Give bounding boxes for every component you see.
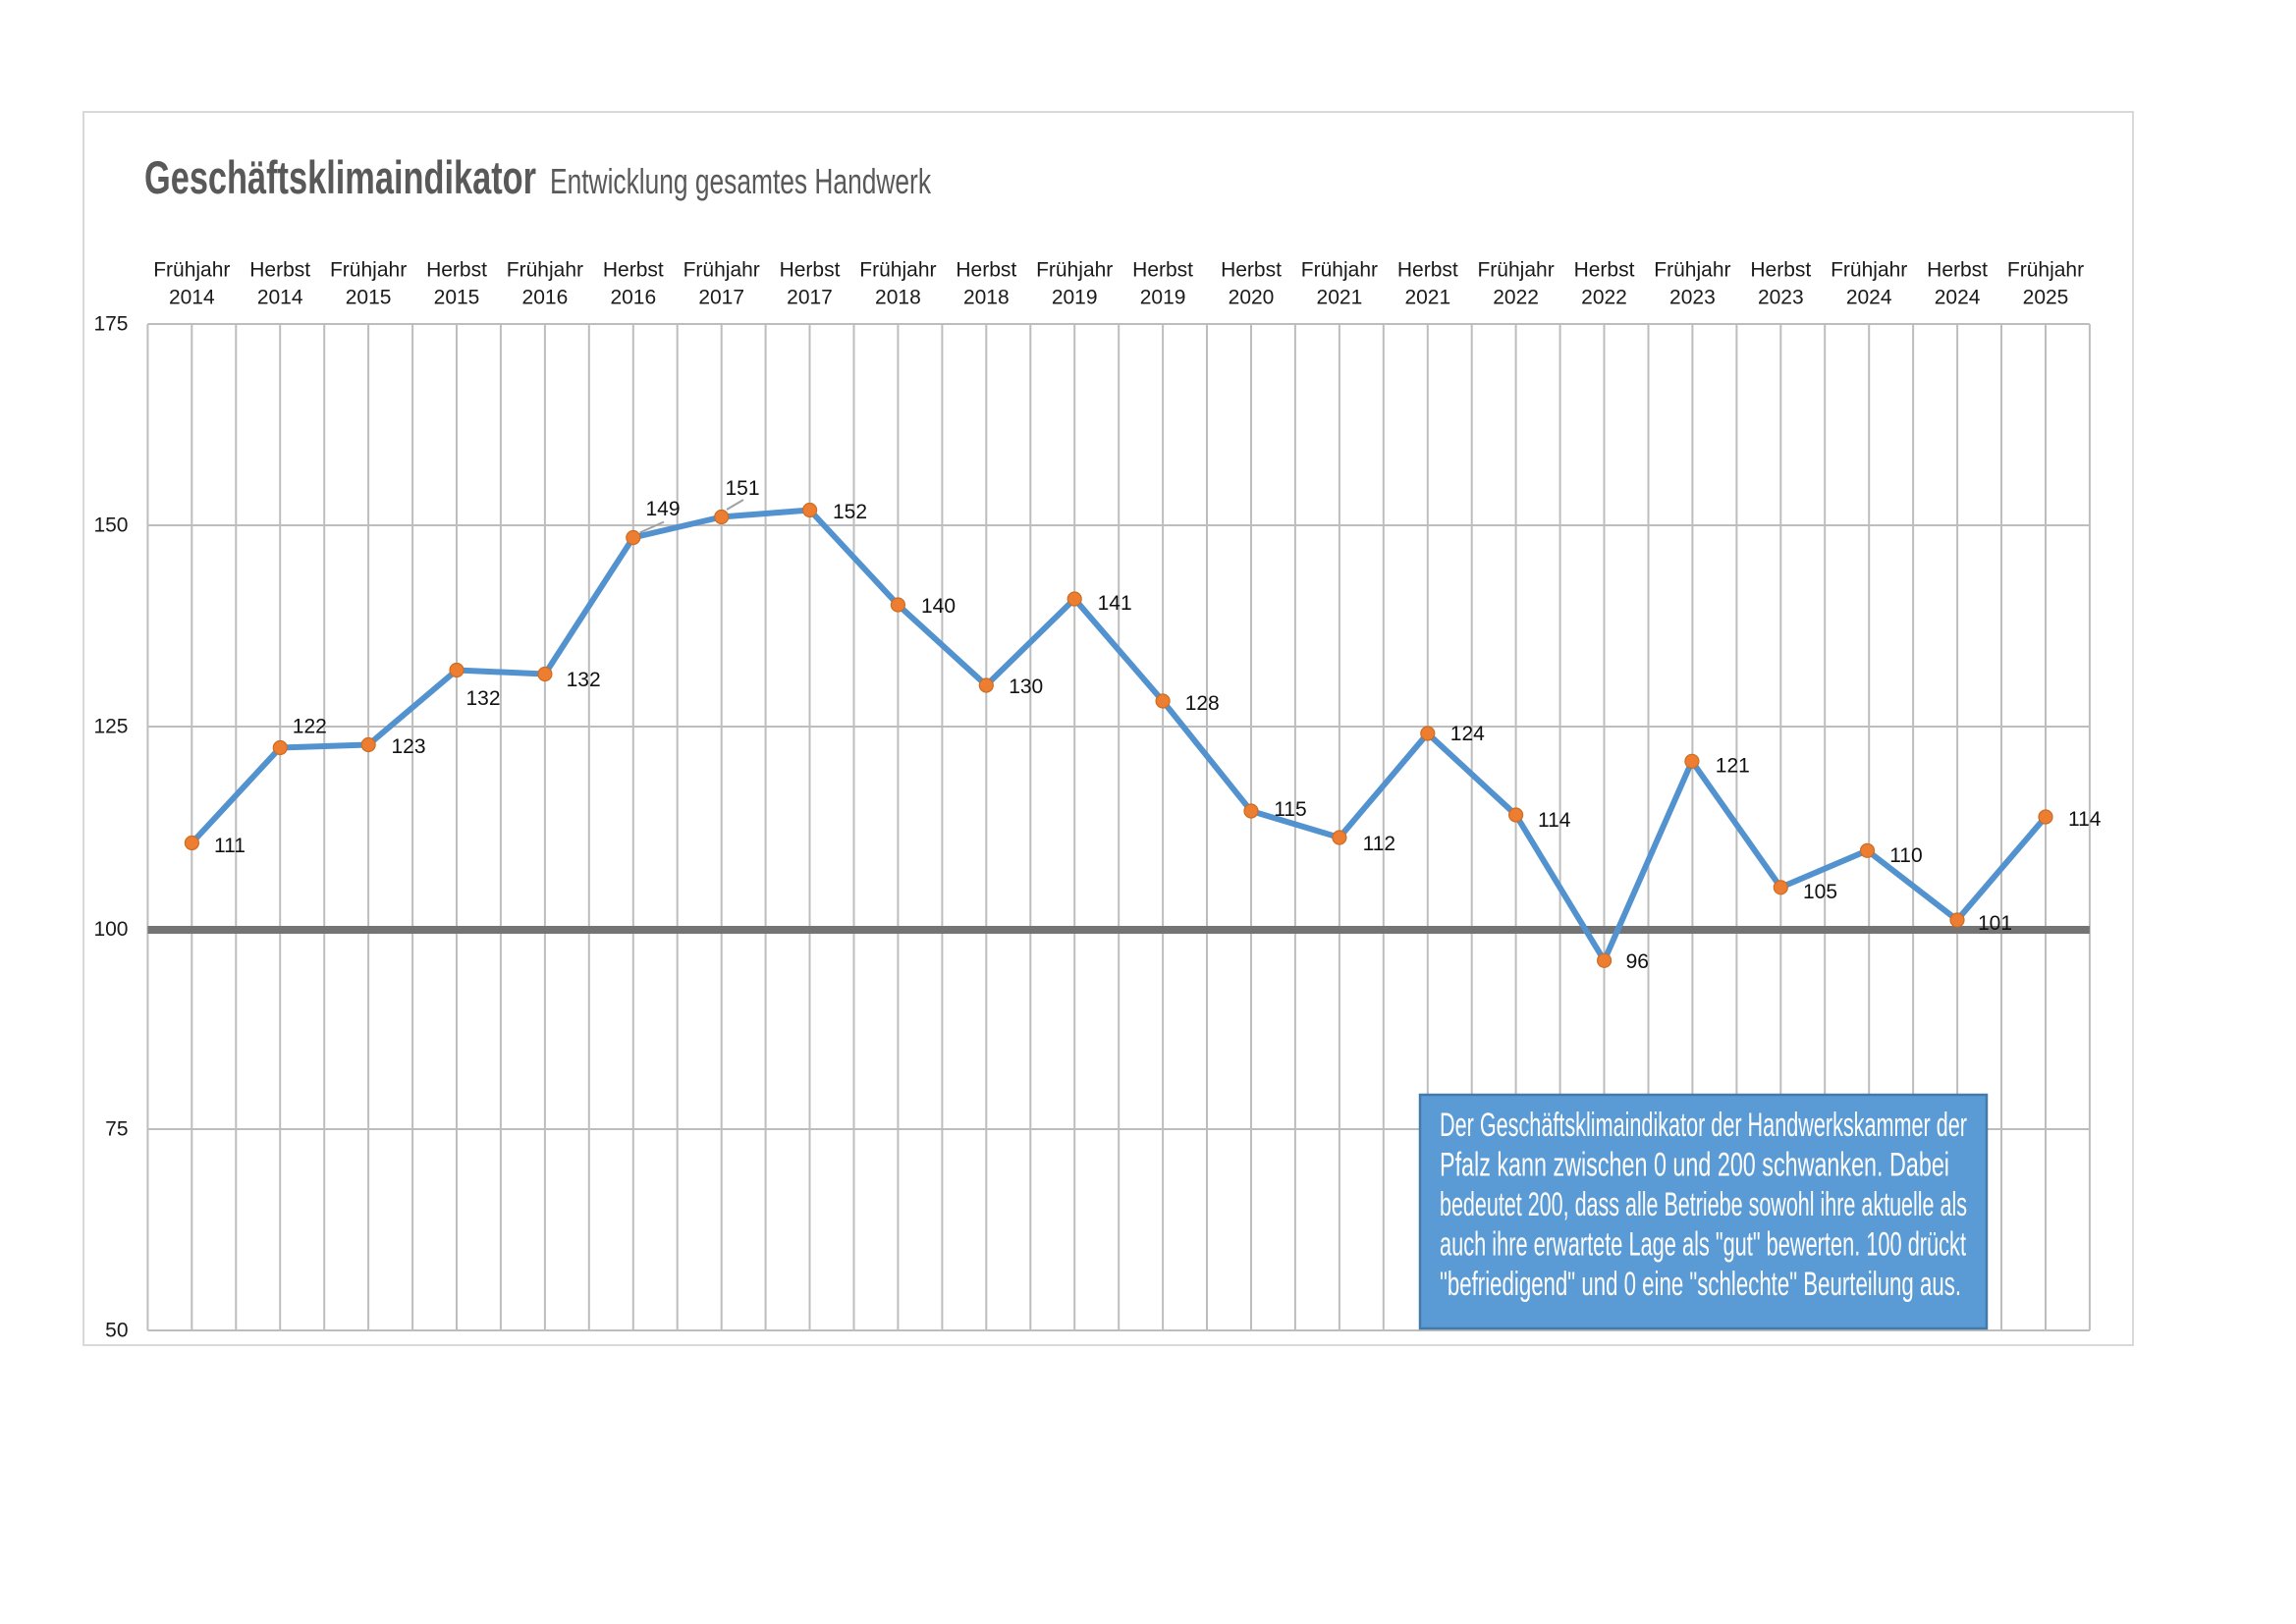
svg-text:2019: 2019	[1052, 287, 1098, 309]
svg-text:Frühjahr: Frühjahr	[683, 259, 760, 282]
svg-text:Frühjahr: Frühjahr	[1654, 259, 1730, 282]
svg-text:2018: 2018	[875, 287, 921, 309]
svg-text:115: 115	[1274, 798, 1306, 821]
svg-text:2019: 2019	[1140, 287, 1186, 309]
svg-text:"befriedigend" und 0 eine "sch: "befriedigend" und 0 eine "schlechte" Be…	[1440, 1266, 1961, 1303]
svg-text:114: 114	[1538, 809, 1571, 832]
svg-text:149: 149	[645, 498, 680, 520]
svg-text:130: 130	[1009, 676, 1043, 698]
svg-text:2016: 2016	[610, 287, 656, 309]
svg-text:2024: 2024	[1935, 287, 1981, 309]
svg-text:Frühjahr: Frühjahr	[507, 259, 583, 282]
svg-text:2014: 2014	[257, 287, 303, 309]
svg-text:Herbst: Herbst	[1221, 259, 1282, 282]
svg-text:Pfalz kann zwischen 0 und 200: Pfalz kann zwischen 0 und 200 schwanken.…	[1440, 1147, 1949, 1184]
svg-text:Herbst: Herbst	[1750, 259, 1811, 282]
svg-text:100: 100	[93, 918, 128, 941]
svg-text:128: 128	[1185, 692, 1220, 715]
svg-text:2025: 2025	[2023, 287, 2069, 309]
svg-text:2024: 2024	[1846, 287, 1892, 309]
svg-text:2017: 2017	[787, 287, 833, 309]
svg-text:Frühjahr: Frühjahr	[153, 259, 230, 282]
svg-text:2023: 2023	[1758, 287, 1804, 309]
svg-text:141: 141	[1098, 592, 1132, 615]
svg-text:152: 152	[833, 501, 867, 523]
svg-text:132: 132	[465, 687, 500, 710]
svg-text:Frühjahr: Frühjahr	[1477, 259, 1554, 282]
svg-text:Geschäftsklimaindikator: Geschäftsklimaindikator	[144, 151, 536, 203]
svg-text:Herbst: Herbst	[956, 259, 1016, 282]
svg-text:Herbst: Herbst	[603, 259, 664, 282]
svg-text:114: 114	[2068, 808, 2102, 831]
svg-text:2015: 2015	[434, 287, 480, 309]
svg-text:Der Geschäftsklimaindikator de: Der Geschäftsklimaindikator der Handwerk…	[1440, 1107, 1967, 1144]
svg-text:101: 101	[1978, 912, 2012, 935]
svg-text:bedeutet 200, dass alle Betrie: bedeutet 200, dass alle Betriebe sowohl …	[1440, 1186, 1967, 1223]
svg-text:Herbst: Herbst	[1927, 259, 1988, 282]
svg-text:123: 123	[392, 735, 426, 758]
svg-text:2020: 2020	[1229, 287, 1275, 309]
svg-text:110: 110	[1889, 844, 1922, 867]
svg-text:122: 122	[293, 716, 327, 738]
svg-text:Frühjahr: Frühjahr	[1036, 259, 1113, 282]
svg-text:2015: 2015	[346, 287, 392, 309]
svg-text:Herbst: Herbst	[426, 259, 487, 282]
svg-text:Frühjahr: Frühjahr	[1301, 259, 1378, 282]
svg-text:124: 124	[1450, 723, 1485, 745]
svg-text:Herbst: Herbst	[1574, 259, 1635, 282]
svg-text:50: 50	[105, 1320, 128, 1342]
svg-text:Entwicklung gesamtes Handwerk: Entwicklung gesamtes Handwerk	[550, 161, 932, 201]
svg-text:Herbst: Herbst	[780, 259, 841, 282]
svg-text:Frühjahr: Frühjahr	[330, 259, 407, 282]
svg-text:Frühjahr: Frühjahr	[859, 259, 936, 282]
svg-text:Herbst: Herbst	[1132, 259, 1193, 282]
svg-text:2022: 2022	[1493, 287, 1539, 309]
svg-text:2021: 2021	[1404, 287, 1450, 309]
svg-text:175: 175	[93, 313, 128, 336]
svg-text:2022: 2022	[1581, 287, 1627, 309]
svg-text:121: 121	[1716, 755, 1750, 778]
svg-text:105: 105	[1803, 881, 1837, 903]
svg-text:140: 140	[921, 595, 956, 618]
svg-text:2018: 2018	[963, 287, 1010, 309]
svg-text:151: 151	[725, 477, 759, 500]
svg-text:2023: 2023	[1669, 287, 1716, 309]
svg-text:2016: 2016	[522, 287, 569, 309]
svg-text:2021: 2021	[1317, 287, 1363, 309]
svg-text:132: 132	[567, 669, 601, 691]
svg-text:112: 112	[1363, 833, 1395, 855]
svg-text:96: 96	[1626, 950, 1649, 973]
svg-text:125: 125	[93, 716, 128, 738]
svg-text:75: 75	[105, 1118, 128, 1141]
svg-text:Frühjahr: Frühjahr	[1831, 259, 1907, 282]
svg-text:2017: 2017	[698, 287, 744, 309]
svg-text:Frühjahr: Frühjahr	[2007, 259, 2084, 282]
svg-text:Herbst: Herbst	[1397, 259, 1458, 282]
svg-text:2014: 2014	[169, 287, 215, 309]
svg-text:150: 150	[93, 514, 128, 537]
svg-text:Herbst: Herbst	[249, 259, 310, 282]
svg-text:111: 111	[214, 835, 246, 857]
svg-text:auch ihre erwartete Lage als ": auch ihre erwartete Lage als "gut" bewer…	[1440, 1226, 1966, 1264]
